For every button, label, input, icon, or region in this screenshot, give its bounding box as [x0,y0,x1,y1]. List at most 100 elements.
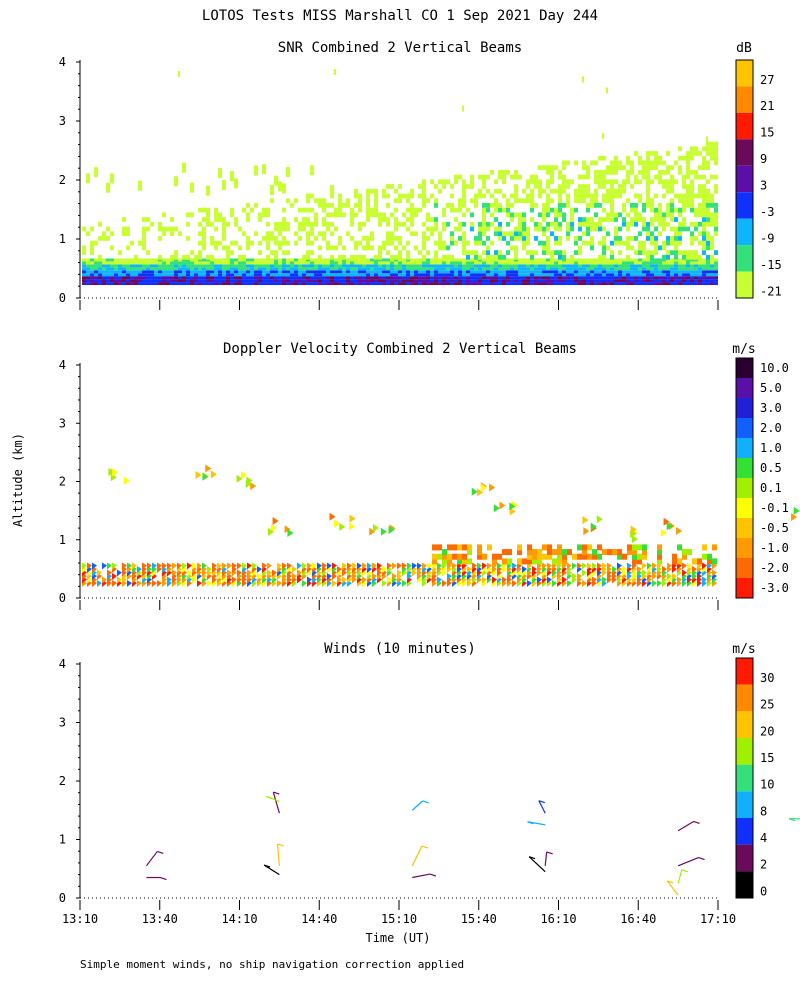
snr-cell [462,282,466,286]
snr-cell [582,267,586,271]
snr-cell [210,279,214,283]
colorbar-frame [735,657,754,899]
snr-cell [354,261,358,265]
snr-cell [538,264,542,268]
snr-cell [242,264,246,268]
snr-cell [102,264,106,268]
snr-cell [506,264,510,268]
velocity-cell [532,553,537,560]
snr-cell [238,254,242,260]
snr-cell [630,273,634,277]
velocity-cell [532,565,537,573]
snr-cell [106,273,110,277]
snr-cell [82,264,86,268]
snr-cell [638,198,642,204]
snr-cell [282,270,286,274]
velocity-cell [437,553,442,560]
snr-cell [702,221,706,227]
snr-cell [222,231,226,237]
snr-cell [82,273,86,277]
snr-cell [462,240,466,246]
snr-cell [622,258,626,262]
snr-cell [490,212,494,218]
snr-cell [574,250,578,255]
snr-cell [674,264,678,268]
snr-cell [386,184,390,189]
snr-cell [386,264,390,268]
snr-cell [542,270,546,274]
snr-cell [370,279,374,283]
snr-cell [706,236,710,241]
snr-cell [166,261,170,265]
snr-cell [526,184,530,189]
snr-cell [258,240,262,246]
snr-cell [706,258,710,262]
snr-cell [238,276,242,280]
snr-cell [218,240,222,246]
snr-cell [282,221,286,227]
snr-cell [394,270,398,274]
snr-cell [214,270,218,274]
snr-cell [490,261,494,265]
snr-cell [318,276,322,280]
snr-cell [630,160,634,166]
snr-cell [450,203,454,208]
snr-cell [358,221,362,227]
snr-cell [610,282,614,286]
wind-barb-flag [277,843,284,847]
velocity-cell [277,562,282,570]
snr-cell [246,217,250,222]
snr-cell [642,261,646,265]
snr-cell [366,270,370,274]
velocity-cell [452,544,457,551]
snr-cell [598,217,602,222]
snr-cell [422,282,426,286]
snr-cell [658,221,662,227]
snr-cell [402,258,406,262]
snr-cell [590,264,594,268]
snr-cell [278,226,282,232]
velocity-cell [202,472,209,481]
snr-cell [206,276,210,280]
snr-cell [94,282,98,286]
snr-cell [618,273,622,277]
snr-cell [502,270,506,274]
snr-cell [438,267,442,271]
snr-cell [494,188,498,194]
snr-cell [338,270,342,274]
snr-cell [150,267,154,271]
snr-cell [498,279,502,283]
snr-cell [274,250,278,255]
snr-cell [490,267,494,271]
snr-cell [690,155,694,161]
snr-cell [362,254,366,260]
snr-cell [646,226,650,232]
snr-cell [554,279,558,283]
snr-cell [690,179,694,185]
snr-cell [394,188,398,194]
snr-cell [550,169,554,175]
snr-cell [86,282,90,286]
snr-cell [334,258,338,262]
snr-cell [566,261,570,265]
snr-cell [654,217,658,222]
snr-cell [286,270,290,274]
velocity-cell [596,515,603,524]
snr-cell [382,282,386,286]
colorbar-swatch [736,245,753,272]
snr-cell [702,279,706,283]
snr-cell [410,207,414,213]
snr-cell [710,221,714,227]
snr-cell [350,236,354,241]
snr-cell [690,270,694,274]
velocity-cell [712,544,717,551]
snr-cell [310,221,314,227]
snr-cell [602,254,606,260]
snr-cell [610,184,614,189]
snr-cell [306,240,310,246]
velocity-cell [532,558,537,565]
snr-cell [714,250,718,255]
snr-cell [258,267,262,271]
snr-cell [358,203,362,208]
snr-cell [358,198,362,204]
